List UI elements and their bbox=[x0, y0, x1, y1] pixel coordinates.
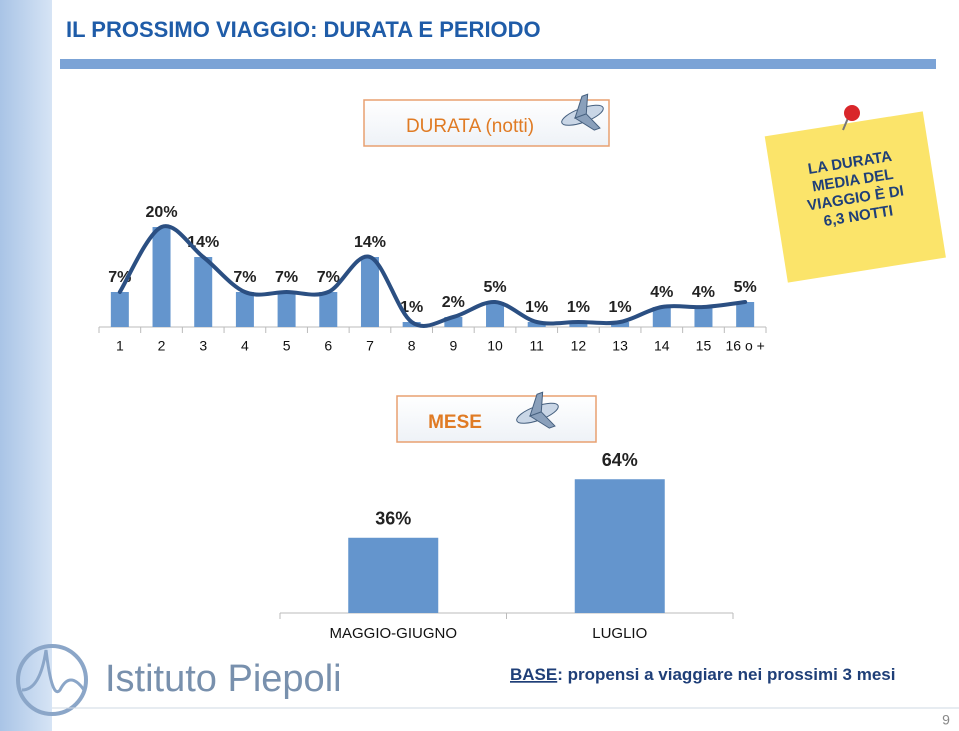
x-tick-label: 15 bbox=[696, 338, 712, 354]
x-tick-label: MAGGIO-GIUGNO bbox=[330, 625, 458, 642]
slide-title: IL PROSSIMO VIAGGIO: DURATA E PERIODO bbox=[66, 17, 541, 42]
bar bbox=[611, 322, 630, 327]
chart-title: DURATA (notti) bbox=[406, 116, 534, 137]
plane-icon bbox=[516, 391, 559, 429]
data-label: 7% bbox=[233, 269, 256, 286]
bar bbox=[402, 322, 421, 327]
data-label: 36% bbox=[375, 509, 411, 529]
x-tick-label: 5 bbox=[283, 338, 291, 354]
bar bbox=[569, 322, 588, 327]
base-note: BASE: propensi a viaggiare nei prossimi … bbox=[510, 665, 895, 684]
data-label: 1% bbox=[567, 299, 590, 316]
data-label: 1% bbox=[609, 299, 632, 316]
bar bbox=[348, 537, 439, 613]
x-tick-label: 2 bbox=[158, 338, 166, 354]
plane-icon bbox=[561, 93, 604, 131]
bar bbox=[360, 257, 379, 327]
bar bbox=[277, 292, 296, 327]
x-tick-label: 12 bbox=[571, 338, 587, 354]
data-label: 14% bbox=[354, 234, 386, 251]
title-rule bbox=[60, 59, 936, 69]
x-tick-label: 1 bbox=[116, 338, 124, 354]
page-number: 9 bbox=[942, 712, 950, 728]
bar bbox=[694, 307, 713, 327]
note-paper bbox=[764, 111, 946, 283]
x-tick-label: 13 bbox=[612, 338, 628, 354]
x-tick-label: 14 bbox=[654, 338, 670, 354]
logo: Istituto Piepoli bbox=[16, 644, 342, 716]
bar bbox=[444, 317, 463, 327]
bar bbox=[652, 307, 671, 327]
data-label: 5% bbox=[734, 279, 757, 296]
bar bbox=[736, 302, 755, 327]
data-label: 20% bbox=[146, 204, 178, 221]
x-tick-label: LUGLIO bbox=[592, 625, 647, 642]
base-text: : propensi a viaggiare nei prossimi 3 me… bbox=[557, 665, 895, 684]
bar bbox=[527, 322, 546, 327]
chart-title: MESE bbox=[428, 412, 482, 433]
bar bbox=[235, 292, 254, 327]
bar bbox=[110, 292, 129, 327]
data-label: 4% bbox=[650, 284, 673, 301]
data-label: 7% bbox=[275, 269, 298, 286]
data-label: 1% bbox=[525, 299, 548, 316]
base-label: BASE bbox=[510, 665, 557, 684]
sticky-note: LA DURATA MEDIA DEL VIAGGIO È DI 6,3 NOT… bbox=[764, 111, 946, 283]
bar bbox=[194, 257, 213, 327]
bar bbox=[574, 479, 665, 613]
chart-title-box bbox=[396, 395, 597, 443]
bar bbox=[152, 227, 171, 327]
data-label: 5% bbox=[483, 279, 506, 296]
side-band bbox=[0, 0, 52, 731]
x-tick-label: 16 o + bbox=[725, 338, 764, 354]
x-tick-label: 11 bbox=[529, 338, 544, 354]
x-tick-label: 3 bbox=[199, 338, 207, 354]
x-tick-label: 10 bbox=[487, 338, 503, 354]
data-label: 7% bbox=[317, 269, 340, 286]
trend-line bbox=[117, 224, 748, 328]
data-label: 2% bbox=[442, 294, 465, 311]
x-tick-label: 9 bbox=[449, 338, 457, 354]
pushpin bbox=[842, 105, 860, 131]
bar bbox=[319, 292, 338, 327]
x-tick-label: 7 bbox=[366, 338, 374, 354]
logo-text: Istituto Piepoli bbox=[105, 658, 342, 700]
data-label: 64% bbox=[602, 450, 638, 470]
data-label: 4% bbox=[692, 284, 715, 301]
bar bbox=[486, 302, 505, 327]
x-tick-label: 8 bbox=[408, 338, 416, 354]
x-tick-label: 4 bbox=[241, 338, 249, 354]
x-tick-label: 6 bbox=[324, 338, 332, 354]
